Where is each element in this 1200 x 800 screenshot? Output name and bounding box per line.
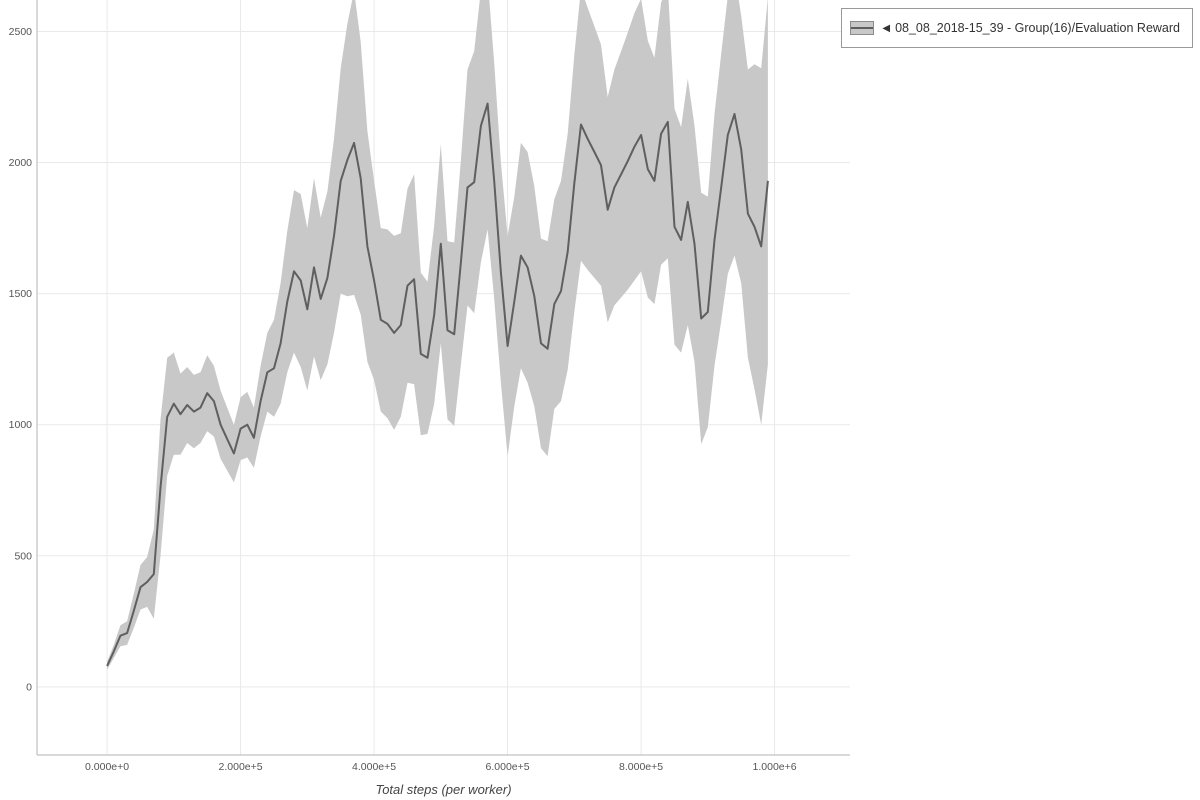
x-axis-title: Total steps (per worker) — [375, 782, 512, 797]
mean-line — [106, 102, 769, 667]
x-tick-label: 8.000e+5 — [619, 761, 663, 773]
x-tick-label: 1.000e+6 — [753, 761, 797, 773]
x-tick-label: 4.000e+5 — [352, 761, 396, 773]
evaluation-reward-chart: 0.000e+0 2.000e+5 4.000e+5 6.000e+5 8.000e+5… — [0, 0, 860, 797]
y-tick-label: 0 — [26, 681, 32, 693]
legend-series-swatch-icon — [850, 21, 875, 35]
y-tick-label: 1000 — [9, 419, 33, 431]
legend-collapse-icon[interactable]: ◀ — [882, 22, 891, 34]
x-tick-label: 6.000e+5 — [486, 761, 530, 773]
x-tick-label: 0.000e+0 — [85, 761, 129, 773]
x-tick-label: 2.000e+5 — [219, 761, 263, 773]
confidence-band — [107, 0, 768, 670]
legend-series-label: 08_08_2018-15_39 - Group(16)/Evaluation … — [895, 21, 1180, 35]
y-tick-label: 500 — [14, 550, 32, 562]
legend-box[interactable]: ◀ 08_08_2018-15_39 - Group(16)/Evaluatio… — [841, 8, 1193, 48]
y-tick-label: 1500 — [9, 288, 33, 300]
y-tick-label: 2000 — [9, 157, 33, 169]
line-chart-svg[interactable]: 0.000e+0 2.000e+5 4.000e+5 6.000e+5 8.000e+5… — [0, 0, 860, 778]
y-tick-label: 2500 — [9, 26, 33, 38]
legend-line-icon — [851, 27, 874, 29]
